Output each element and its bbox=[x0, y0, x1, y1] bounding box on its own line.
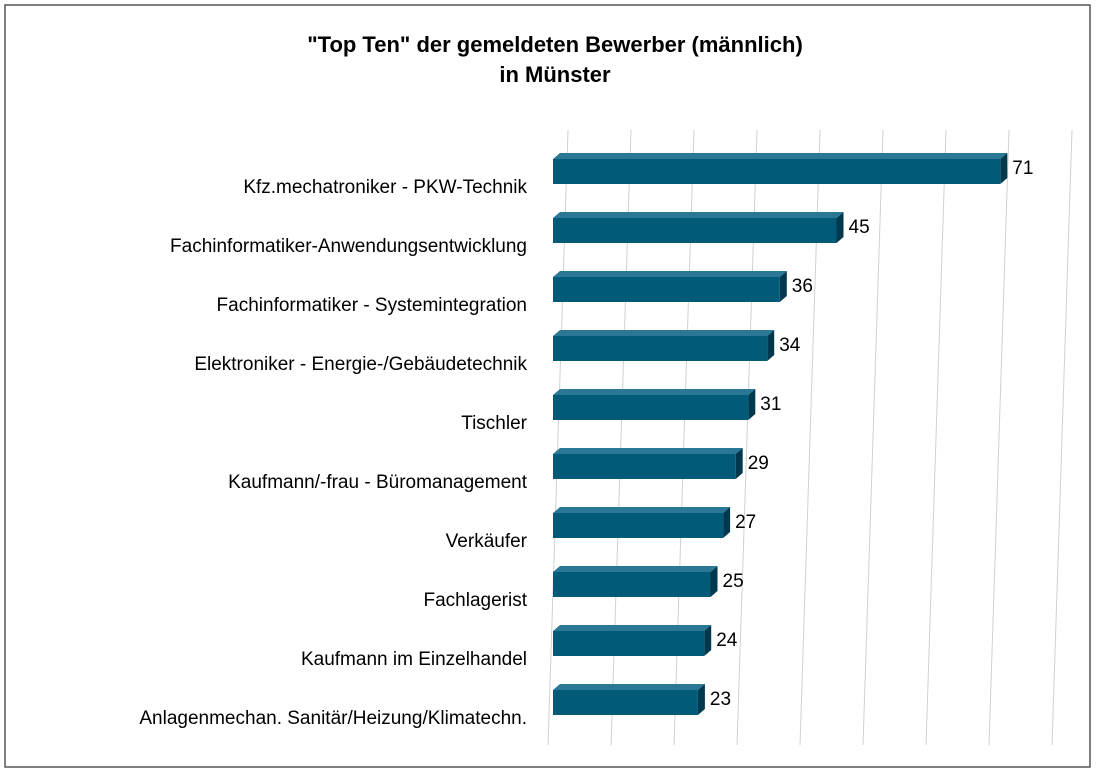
chart-border bbox=[4, 4, 1091, 768]
y-tick-label: Fachinformatiker - Systemintegration bbox=[217, 295, 527, 316]
bar-top bbox=[553, 448, 743, 454]
bar-top bbox=[553, 684, 705, 690]
data-label: 31 bbox=[760, 394, 781, 415]
data-label: 36 bbox=[792, 276, 813, 297]
y-tick-label: Kfz.mechatroniker - PKW-Technik bbox=[243, 177, 527, 198]
bar-side bbox=[779, 271, 787, 302]
y-tick-label: Fachinformatiker-Anwendungsentwicklung bbox=[170, 236, 527, 257]
bar-top bbox=[553, 212, 844, 218]
data-label: 24 bbox=[716, 630, 738, 651]
bar-top bbox=[553, 330, 775, 336]
bar bbox=[553, 330, 775, 361]
bar-side bbox=[710, 566, 718, 597]
bar-side bbox=[767, 330, 775, 361]
bar-front bbox=[553, 454, 736, 479]
y-tick-label: Anlagenmechan. Sanitär/Heizung/Klimatech… bbox=[139, 708, 527, 729]
bar-front bbox=[553, 631, 705, 656]
bar-top bbox=[553, 507, 731, 513]
chart-title: in Münster bbox=[499, 62, 611, 87]
bar-front bbox=[553, 336, 768, 361]
data-label: 34 bbox=[779, 335, 801, 356]
bar-side bbox=[735, 448, 743, 479]
grid-line bbox=[862, 129, 884, 746]
y-tick-label: Verkäufer bbox=[446, 531, 528, 552]
grid-line bbox=[988, 129, 1010, 746]
bar-top bbox=[553, 153, 1008, 159]
y-tick-label: Elektroniker - Energie-/Gebäudetechnik bbox=[194, 354, 527, 375]
bar-front bbox=[553, 395, 749, 420]
bar-front bbox=[553, 513, 724, 538]
bar bbox=[553, 566, 718, 597]
bar bbox=[553, 625, 712, 656]
grid-line bbox=[1051, 129, 1073, 746]
bar-side bbox=[723, 507, 731, 538]
bar-side bbox=[697, 684, 705, 715]
data-label: 45 bbox=[849, 217, 870, 238]
data-label: 27 bbox=[735, 512, 756, 533]
data-label: 71 bbox=[1012, 158, 1033, 179]
bar bbox=[553, 389, 756, 420]
bar bbox=[553, 507, 731, 538]
data-label: 25 bbox=[723, 571, 744, 592]
bar bbox=[553, 153, 1008, 184]
y-tick-label: Fachlagerist bbox=[424, 590, 528, 611]
bar-top bbox=[553, 566, 718, 572]
bar-side bbox=[748, 389, 756, 420]
bar-front bbox=[553, 159, 1001, 184]
bar-front bbox=[553, 218, 837, 243]
bar bbox=[553, 684, 705, 715]
y-tick-label: Kaufmann/-frau - Büromanagement bbox=[228, 472, 528, 493]
y-tick-label: Tischler bbox=[461, 413, 527, 434]
bar-front bbox=[553, 690, 698, 715]
data-label: 29 bbox=[748, 453, 769, 474]
data-label: 23 bbox=[710, 689, 731, 710]
grid-line bbox=[925, 129, 947, 746]
bar-side bbox=[1000, 153, 1008, 184]
bar-top bbox=[553, 625, 712, 631]
bar bbox=[553, 448, 743, 479]
bar-front bbox=[553, 572, 711, 597]
bar bbox=[553, 212, 844, 243]
y-tick-label: Kaufmann im Einzelhandel bbox=[301, 649, 527, 670]
bar-front bbox=[553, 277, 780, 302]
bar-top bbox=[553, 389, 756, 395]
bar bbox=[553, 271, 787, 302]
bar-side bbox=[704, 625, 712, 656]
bar-top bbox=[553, 271, 787, 277]
chart-title: "Top Ten" der gemeldeten Bewerber (männl… bbox=[307, 32, 803, 57]
bar-side bbox=[836, 212, 844, 243]
